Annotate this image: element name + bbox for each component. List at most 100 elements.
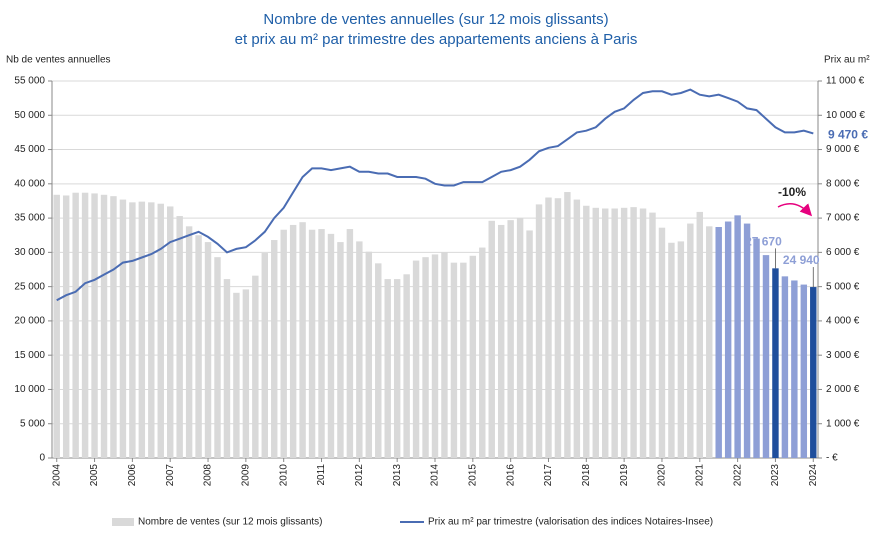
y2-tick-label: 6 000 € [826, 247, 860, 258]
bar [91, 193, 98, 458]
y2-tick-label: 5 000 € [826, 281, 860, 292]
y-tick-label: 15 000 [14, 350, 45, 361]
bar [176, 216, 183, 458]
bar [791, 280, 798, 458]
bar [526, 230, 533, 458]
bar [356, 241, 363, 458]
bar [195, 235, 202, 458]
bar [696, 211, 704, 458]
x-tick-label: 2014 [430, 464, 441, 487]
bar [384, 279, 391, 458]
annotation-arrow [777, 203, 813, 217]
x-tick-label: 2018 [581, 464, 592, 487]
y2-tick-label: 11 000 € [826, 76, 865, 87]
data-label: 24 940 [783, 253, 820, 267]
bar [772, 268, 779, 458]
x-tick-label: 2023 [770, 464, 781, 487]
bar [497, 224, 505, 458]
bar [148, 202, 155, 458]
bar [185, 226, 193, 458]
bar [658, 227, 666, 458]
x-tick-label: 2004 [51, 464, 62, 487]
bar [110, 196, 117, 458]
bar [327, 233, 335, 458]
bar [479, 247, 486, 458]
bar [488, 220, 495, 458]
x-tick-label: 2010 [278, 464, 289, 487]
bar [516, 218, 524, 458]
y2-tick-label: 10 000 € [826, 110, 865, 121]
bar [318, 229, 325, 458]
x-tick-label: 2009 [241, 464, 252, 487]
y-tick-label: 30 000 [14, 247, 45, 258]
y2-tick-label: 2 000 € [826, 384, 860, 395]
y2-tick-label: 8 000 € [826, 178, 860, 189]
bar [535, 204, 543, 458]
bar [460, 262, 467, 458]
bar [422, 257, 429, 458]
x-tick-label: 2007 [165, 464, 176, 487]
bar [715, 227, 722, 458]
y-tick-label: 5 000 [20, 418, 45, 429]
bar [252, 275, 259, 458]
bar [100, 194, 108, 458]
y2-tick-label: 3 000 € [826, 350, 860, 361]
x-tick-label: 2011 [316, 464, 327, 486]
bar [611, 208, 618, 458]
y-tick-label: 45 000 [14, 144, 45, 155]
bar [403, 274, 410, 458]
x-tick-label: 2013 [392, 464, 403, 487]
bar [233, 292, 240, 458]
bar [762, 255, 770, 458]
bar [346, 229, 354, 458]
bar [554, 198, 562, 459]
bar [810, 287, 817, 458]
bar [72, 192, 79, 458]
bar [592, 207, 599, 458]
bar [724, 221, 732, 458]
y-tick-label: 50 000 [14, 110, 45, 121]
bar [299, 222, 306, 458]
legend-swatch [112, 518, 134, 526]
x-tick-label: 2006 [127, 464, 138, 487]
legend-label: Nombre de ventes (sur 12 mois glissants) [138, 517, 323, 528]
y-tick-label: 20 000 [14, 316, 45, 327]
y-tick-label: 35 000 [14, 213, 45, 224]
y-axis-title: Nb de ventes annuelles [6, 55, 111, 66]
y-tick-label: 25 000 [14, 281, 45, 292]
bar [365, 251, 373, 458]
bar [781, 276, 789, 458]
x-tick-label: 2015 [467, 464, 478, 487]
x-tick-label: 2005 [89, 464, 100, 487]
y-tick-label: 10 000 [14, 384, 45, 395]
bar [308, 229, 316, 458]
y2-tick-label: 4 000 € [826, 316, 860, 327]
data-label: 9 470 € [828, 128, 868, 142]
bar [375, 263, 382, 458]
bar [393, 279, 401, 458]
bar [53, 194, 60, 458]
x-tick-label: 2012 [354, 464, 365, 487]
bar [649, 212, 656, 458]
bar [800, 284, 808, 458]
bar [271, 240, 278, 458]
chart-title: Nombre de ventes annuelles (sur 12 mois … [263, 11, 608, 28]
bar [157, 203, 164, 458]
y-tick-label: 55 000 [14, 76, 45, 87]
bar [138, 201, 146, 458]
bar [166, 206, 174, 458]
bar [734, 215, 741, 458]
bar [677, 241, 685, 458]
data-label: 27 670 [745, 235, 782, 249]
bar [639, 208, 647, 458]
y2-tick-label: - € [826, 453, 838, 464]
bar [620, 207, 628, 458]
bar [687, 223, 694, 458]
bar [573, 199, 581, 459]
chart-title: et prix au m² par trimestre des appartem… [235, 31, 638, 48]
bar [743, 223, 751, 458]
bar [81, 192, 89, 458]
bar [507, 220, 514, 458]
legend-label: Prix au m² par trimestre (valorisation d… [428, 517, 713, 528]
